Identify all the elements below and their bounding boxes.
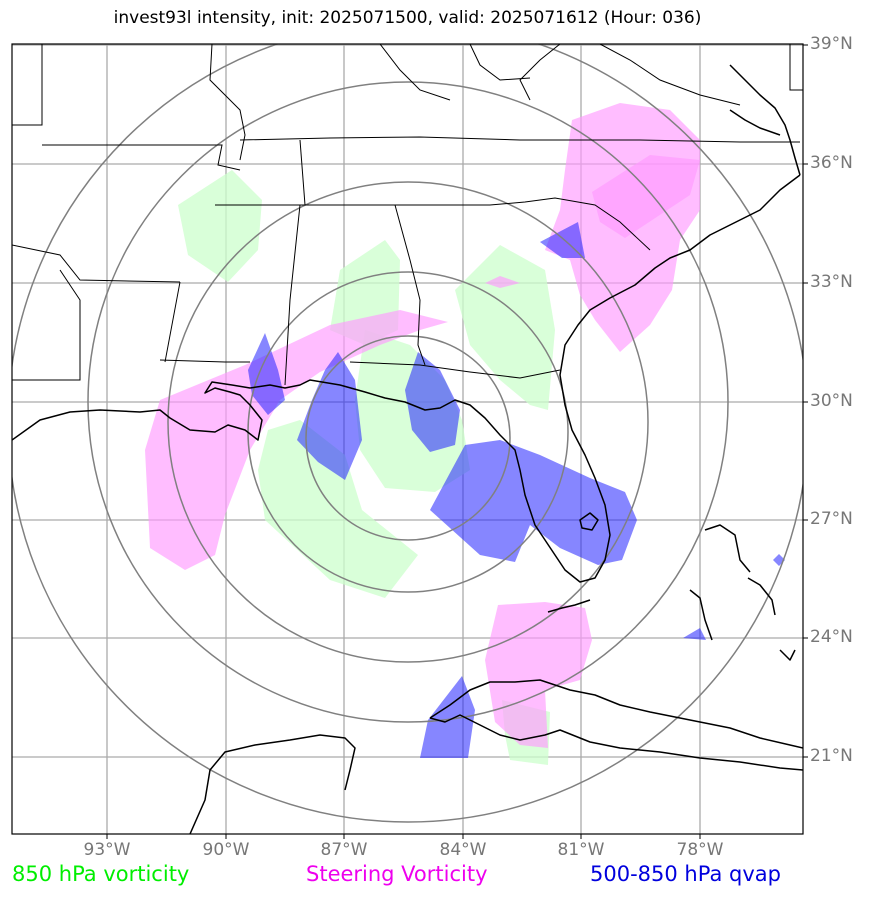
lat-label-21n: 21°N bbox=[810, 746, 853, 766]
qvap-layer bbox=[248, 222, 785, 758]
map-frame bbox=[11, 43, 804, 835]
lon-label-84w: 84°W bbox=[439, 840, 487, 860]
lon-label-90w: 90°W bbox=[202, 840, 250, 860]
state-borders bbox=[12, 44, 803, 386]
tick-marks bbox=[106, 44, 808, 839]
lat-label-39n: 39°N bbox=[810, 34, 853, 54]
lat-label-24n: 24°N bbox=[810, 627, 853, 647]
coastlines bbox=[12, 64, 803, 834]
lon-label-81w: 81°W bbox=[557, 840, 605, 860]
lon-label-93w: 93°W bbox=[83, 840, 131, 860]
lat-label-27n: 27°N bbox=[810, 509, 853, 529]
steering-vorticity-layer bbox=[145, 103, 700, 748]
legend-850-vorticity: 850 hPa vorticity bbox=[12, 862, 190, 886]
lon-label-87w: 87°W bbox=[320, 840, 368, 860]
lat-label-33n: 33°N bbox=[810, 272, 853, 292]
legend-steering-vorticity: Steering Vorticity bbox=[306, 862, 488, 886]
legend-qvap: 500-850 hPa qvap bbox=[590, 862, 781, 886]
lat-label-36n: 36°N bbox=[810, 153, 853, 173]
lat-label-30n: 30°N bbox=[810, 391, 853, 411]
map-title: invest93l intensity, init: 2025071500, v… bbox=[113, 8, 702, 28]
lon-label-78w: 78°W bbox=[676, 840, 724, 860]
